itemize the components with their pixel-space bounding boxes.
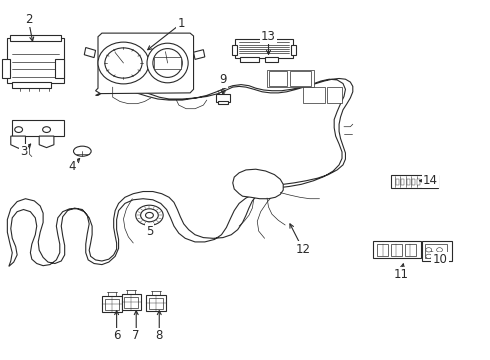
Bar xyxy=(425,244,447,258)
Bar xyxy=(124,297,138,308)
Bar xyxy=(412,179,415,185)
Polygon shape xyxy=(11,136,25,148)
Bar xyxy=(291,45,296,55)
Text: 11: 11 xyxy=(393,268,408,281)
Ellipse shape xyxy=(437,248,442,252)
Bar xyxy=(373,241,421,258)
Text: 6: 6 xyxy=(113,329,121,342)
Bar xyxy=(102,296,122,312)
Bar xyxy=(218,101,228,104)
Bar xyxy=(235,39,293,58)
Bar xyxy=(267,70,314,87)
Bar xyxy=(290,71,311,86)
Bar xyxy=(232,45,237,55)
Bar xyxy=(7,38,64,83)
Bar xyxy=(146,295,166,311)
Bar xyxy=(2,59,10,78)
Bar xyxy=(423,179,426,185)
Ellipse shape xyxy=(43,127,50,132)
Bar xyxy=(428,179,431,185)
Text: 5: 5 xyxy=(146,225,153,238)
Text: 10: 10 xyxy=(433,253,447,266)
Polygon shape xyxy=(84,48,96,58)
Bar xyxy=(396,179,399,185)
Bar xyxy=(265,57,278,62)
Ellipse shape xyxy=(153,49,182,77)
Bar xyxy=(12,82,51,88)
Bar xyxy=(327,87,342,103)
Bar xyxy=(216,94,230,102)
Bar xyxy=(240,57,259,62)
Bar xyxy=(377,244,388,256)
Ellipse shape xyxy=(105,48,142,78)
Polygon shape xyxy=(233,169,283,199)
Ellipse shape xyxy=(98,42,149,84)
Ellipse shape xyxy=(74,146,91,156)
Polygon shape xyxy=(194,50,205,59)
Bar xyxy=(269,71,287,86)
Polygon shape xyxy=(7,78,353,266)
Bar xyxy=(303,87,325,103)
Ellipse shape xyxy=(146,212,153,218)
Text: 1: 1 xyxy=(177,17,185,30)
Text: 2: 2 xyxy=(24,13,32,26)
Bar xyxy=(405,244,416,256)
Ellipse shape xyxy=(437,254,442,258)
Bar xyxy=(422,241,452,261)
Text: 13: 13 xyxy=(261,30,276,43)
Bar xyxy=(407,179,410,185)
Bar xyxy=(12,120,64,136)
Ellipse shape xyxy=(426,248,432,252)
Text: 12: 12 xyxy=(295,243,310,256)
Ellipse shape xyxy=(136,205,163,225)
Text: 7: 7 xyxy=(132,329,140,342)
Text: 14: 14 xyxy=(423,174,438,187)
Bar xyxy=(417,179,420,185)
Polygon shape xyxy=(96,33,194,94)
Bar xyxy=(10,35,61,41)
Ellipse shape xyxy=(141,209,158,222)
Bar xyxy=(391,175,438,188)
Text: 4: 4 xyxy=(69,160,76,173)
Bar xyxy=(105,299,119,310)
Text: 9: 9 xyxy=(219,73,227,86)
Text: 3: 3 xyxy=(20,145,27,158)
Text: 8: 8 xyxy=(155,329,163,342)
Polygon shape xyxy=(39,136,54,148)
Bar xyxy=(391,244,402,256)
Ellipse shape xyxy=(15,127,23,132)
Bar xyxy=(149,298,163,309)
Bar xyxy=(55,59,64,78)
Ellipse shape xyxy=(426,254,432,258)
Bar xyxy=(154,57,181,69)
Bar xyxy=(401,179,404,185)
Bar xyxy=(122,294,141,310)
Ellipse shape xyxy=(147,43,188,83)
